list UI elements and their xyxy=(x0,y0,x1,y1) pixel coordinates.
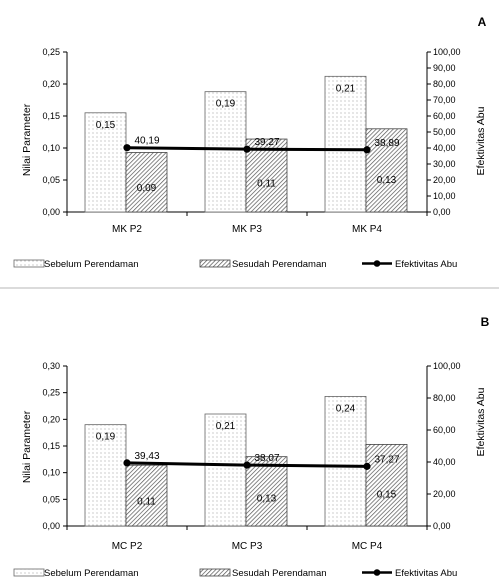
x-tick-label: MK P4 xyxy=(352,224,382,235)
y2-axis-label-a: Efektivitas Abu xyxy=(475,106,487,175)
line-point-efektivitas xyxy=(363,462,371,470)
y-axis-label-b: Nilai Parameter xyxy=(21,410,33,483)
data-label-sesudah: 0,09 xyxy=(137,183,157,194)
x-tick-label: MC P3 xyxy=(232,541,263,552)
y2-tick-label: 30,00 xyxy=(433,159,456,169)
y2-tick-label: 40,00 xyxy=(433,457,456,467)
bar-sesudah xyxy=(125,464,168,527)
y-tick-label: 0,20 xyxy=(42,414,60,424)
y2-axis-label-b: Efektivitas Abu xyxy=(475,387,487,456)
y-tick-label: 0,25 xyxy=(42,388,60,398)
legend-label-sesudah: Sesudah Perendaman xyxy=(232,259,327,270)
bar-sesudah xyxy=(245,456,288,527)
y2-tick-label: 40,00 xyxy=(433,143,456,153)
y-tick-label: 0,30 xyxy=(42,361,60,371)
y-tick-label: 0,00 xyxy=(42,207,60,217)
line-point-efektivitas xyxy=(363,146,371,154)
y2-tick-label: 80,00 xyxy=(433,79,456,89)
y2-tick-label: 20,00 xyxy=(433,489,456,499)
y-tick-label: 0,05 xyxy=(42,175,60,185)
data-label-sebelum: 0,19 xyxy=(96,432,116,443)
line-point-efektivitas xyxy=(243,461,251,469)
bar-sesudah xyxy=(365,443,408,527)
legend-label-efektivitas: Efektivitas Abu xyxy=(395,568,457,579)
y2-tick-label: 60,00 xyxy=(433,425,456,435)
legend-label-sebelum: Sebelum Perendaman xyxy=(44,259,139,270)
y-tick-label: 0,15 xyxy=(42,441,60,451)
y2-tick-label: 0,00 xyxy=(433,521,451,531)
x-tick-label: MK P2 xyxy=(112,224,142,235)
y2-tick-label: 100,00 xyxy=(433,361,461,371)
legend-swatch-sebelum xyxy=(13,568,45,577)
data-label-efektivitas: 38,89 xyxy=(374,138,399,149)
line-point-efektivitas xyxy=(123,459,131,467)
y2-tick-label: 10,00 xyxy=(433,191,456,201)
x-tick-label: MC P2 xyxy=(112,541,143,552)
data-label-sesudah: 0,15 xyxy=(377,489,397,500)
y2-tick-label: 60,00 xyxy=(433,111,456,121)
data-label-sesudah: 0,11 xyxy=(137,497,156,508)
data-label-sebelum: 0,21 xyxy=(216,421,236,432)
y2-tick-label: 20,00 xyxy=(433,175,456,185)
legend-swatch-sesudah xyxy=(199,259,231,268)
data-label-efektivitas: 37,27 xyxy=(374,454,399,465)
y-tick-label: 0,10 xyxy=(42,143,60,153)
data-label-efektivitas: 40,19 xyxy=(134,136,159,147)
y-tick-label: 0,25 xyxy=(42,47,60,57)
bar-sebelum xyxy=(324,395,367,527)
data-label-sebelum: 0,19 xyxy=(216,99,236,110)
y-tick-label: 0,20 xyxy=(42,79,60,89)
data-label-sesudah: 0,13 xyxy=(377,175,397,186)
chart-a: 0,00 0,05 0,10 0,15 0,20 0,25 0,00 10,00 20,00 30… xyxy=(13,47,461,270)
legend-marker-efektivitas xyxy=(373,260,381,267)
y2-tick-label: 90,00 xyxy=(433,63,456,73)
y-axis-label-a: Nilai Parameter xyxy=(21,103,33,176)
y-tick-label: 0,00 xyxy=(42,521,60,531)
y-tick-label: 0,05 xyxy=(42,494,60,504)
x-tick-label: MK P3 xyxy=(232,224,262,235)
panel-label-b: B xyxy=(481,315,490,329)
legend-label-sesudah: Sesudah Perendaman xyxy=(232,568,327,579)
bar-sesudah xyxy=(365,128,408,213)
y2-tick-label: 70,00 xyxy=(433,95,456,105)
bar-sebelum xyxy=(324,75,367,213)
legend-label-sebelum: Sebelum Perendaman xyxy=(44,568,139,579)
x-tick-label: MC P4 xyxy=(352,541,383,552)
panel-label-a: A xyxy=(478,15,487,29)
bar-sesudah xyxy=(245,138,288,213)
data-label-sebelum: 0,21 xyxy=(336,83,356,94)
legend-swatch-sebelum xyxy=(13,259,45,268)
data-label-sesudah: 0,11 xyxy=(257,178,276,189)
legend-swatch-sesudah xyxy=(199,568,231,577)
data-label-sebelum: 0,24 xyxy=(336,403,356,414)
y2-tick-label: 50,00 xyxy=(433,127,456,137)
bar-sebelum xyxy=(84,424,127,527)
legend-label-efektivitas: Efektivitas Abu xyxy=(395,259,457,270)
y2-tick-label: 100,00 xyxy=(433,47,461,57)
bar-sesudah xyxy=(125,152,168,213)
line-point-efektivitas xyxy=(243,145,251,153)
legend-marker-efektivitas xyxy=(373,569,381,576)
data-label-sebelum: 0,15 xyxy=(96,120,116,131)
y2-tick-label: 0,00 xyxy=(433,207,451,217)
y-tick-label: 0,10 xyxy=(42,468,60,478)
data-label-sesudah: 0,13 xyxy=(257,494,277,505)
data-label-efektivitas: 39,43 xyxy=(134,451,159,462)
bar-sebelum xyxy=(204,413,247,527)
y2-tick-label: 80,00 xyxy=(433,393,456,403)
line-point-efektivitas xyxy=(123,144,131,152)
data-label-efektivitas: 39,27 xyxy=(254,137,279,148)
y-tick-label: 0,15 xyxy=(42,111,60,121)
bar-sebelum xyxy=(84,112,127,213)
chart-b: 0,00 0,05 0,10 0,15 0,20 0,25 0,30 0,00 20,00 40,… xyxy=(13,361,461,579)
data-label-efektivitas: 38,07 xyxy=(254,453,279,464)
bar-sebelum xyxy=(204,91,247,213)
